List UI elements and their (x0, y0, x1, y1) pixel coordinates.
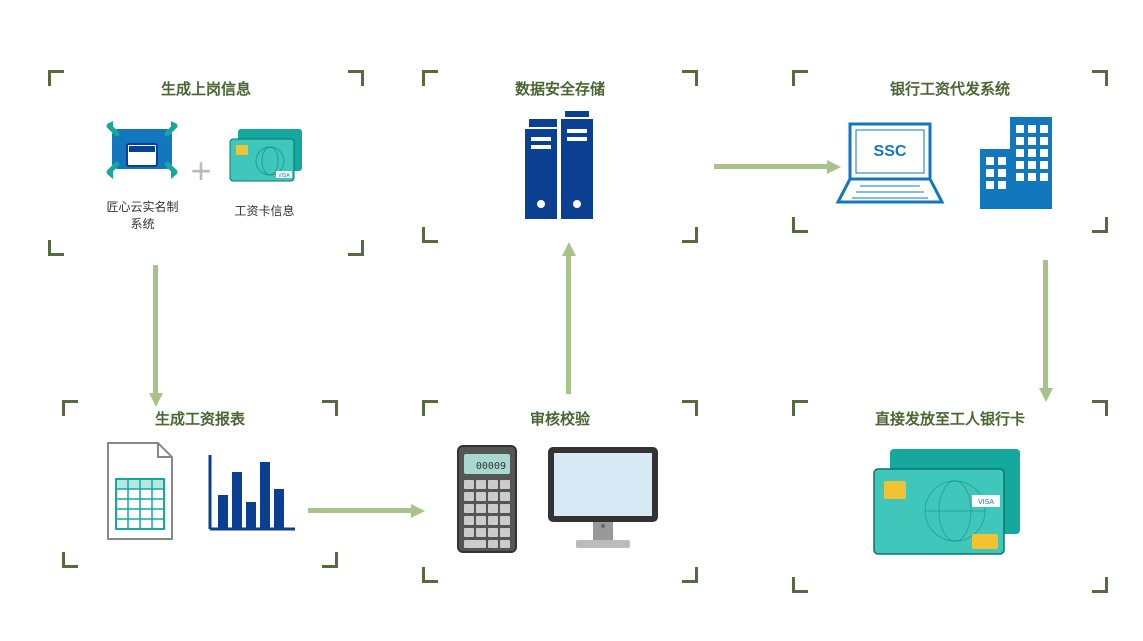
router-icon (102, 109, 182, 189)
corner (48, 70, 64, 86)
spreadsheet-icon (100, 439, 180, 544)
node-direct-pay-to-card: 直接发放至工人银行卡 VISA (800, 408, 1100, 569)
svg-text:VISA: VISA (978, 499, 994, 506)
plus-icon: + (190, 150, 211, 192)
node-title: 生成上岗信息 (56, 78, 356, 99)
salary-card-icon: VISA (220, 123, 310, 193)
corner (1092, 217, 1108, 233)
corner (322, 400, 338, 416)
corner (792, 577, 808, 593)
corner (682, 567, 698, 583)
caption: 工资卡信息 (220, 202, 310, 219)
buildings-icon (970, 109, 1070, 219)
corner (1092, 577, 1108, 593)
icon-row: 匠心云实名制 系统 + VISA 工资卡信息 (56, 109, 356, 232)
corner (792, 70, 808, 86)
corner (422, 70, 438, 86)
svg-text:VISA: VISA (278, 173, 290, 179)
corner (348, 240, 364, 256)
corner (682, 70, 698, 86)
corner (422, 400, 438, 416)
node-audit-check: 审核校验 00009 (430, 408, 690, 559)
node-title: 生成工资报表 (70, 408, 330, 429)
calculator-icon: 00009 (452, 442, 522, 557)
caption: 匠心云实名制 系统 (102, 198, 182, 232)
node-bank-payroll-system: 银行工资代发系统 SSC (800, 78, 1100, 219)
corner (348, 70, 364, 86)
node-title: 审核校验 (430, 408, 690, 429)
node-data-storage: 数据安全存储 (430, 78, 690, 229)
laptop-icon: SSC (830, 114, 950, 214)
node-title: 数据安全存储 (430, 78, 690, 99)
corner (682, 400, 698, 416)
monitor-icon (538, 439, 668, 559)
corner (682, 227, 698, 243)
corner (48, 240, 64, 256)
server-icon (505, 109, 615, 229)
corner (1092, 70, 1108, 86)
corner (62, 552, 78, 568)
node-title: 银行工资代发系统 (800, 78, 1100, 99)
node-title: 直接发放至工人银行卡 (800, 408, 1100, 429)
ssc-label: SSC (874, 143, 907, 160)
node-generate-salary-report: 生成工资报表 (70, 408, 330, 544)
corner (62, 400, 78, 416)
svg-text:00009: 00009 (476, 461, 506, 472)
corner (792, 400, 808, 416)
corner (422, 227, 438, 243)
corner (792, 217, 808, 233)
corner (1092, 400, 1108, 416)
node-generate-onboard-info: 生成上岗信息 匠心云实名制 系统 + (56, 78, 356, 232)
corner (422, 567, 438, 583)
bar-chart-icon (200, 447, 300, 537)
bank-cards-icon: VISA (860, 439, 1040, 569)
corner (322, 552, 338, 568)
